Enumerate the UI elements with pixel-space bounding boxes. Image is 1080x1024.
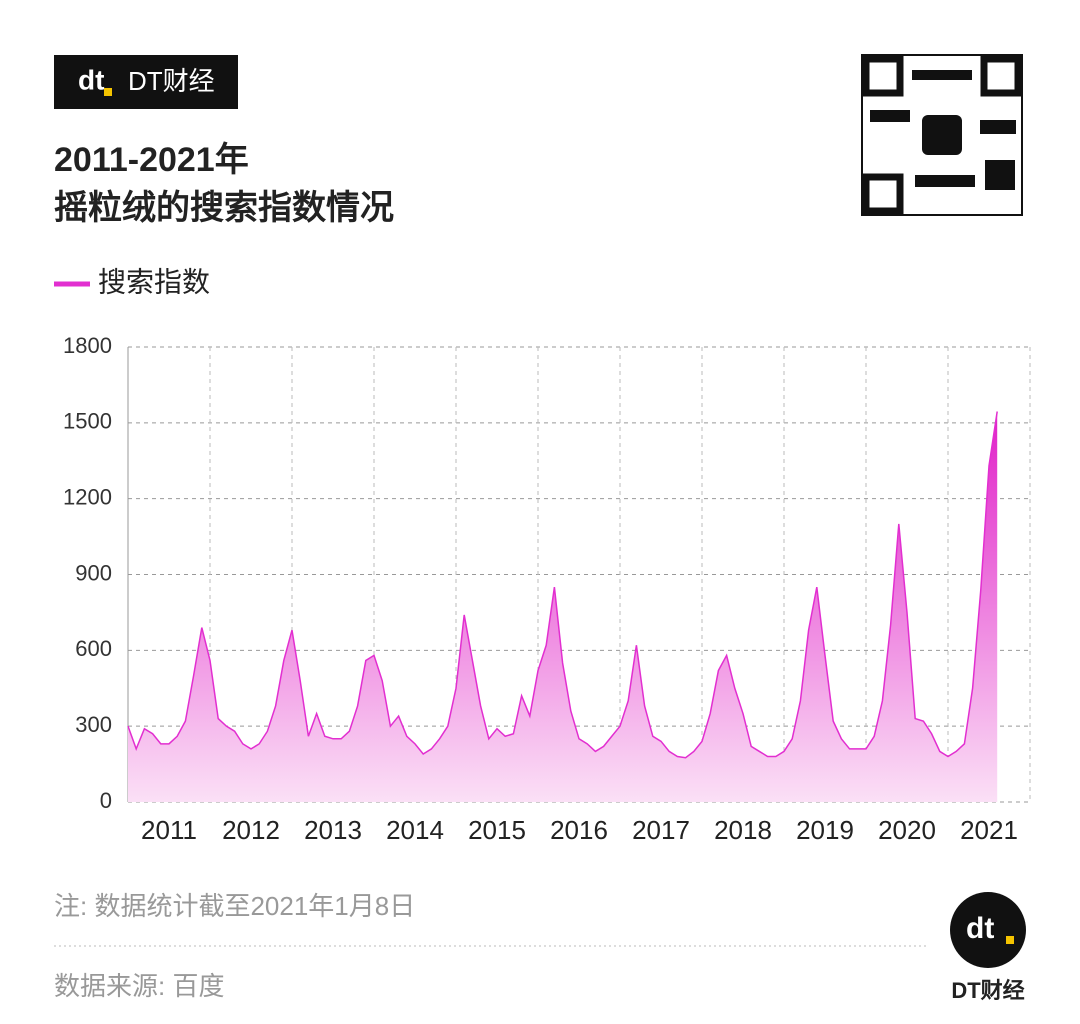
chart-title: 2011-2021年 <box>54 141 249 179</box>
footer-logo-dot <box>1006 936 1014 944</box>
brand-logo: dt <box>78 64 104 95</box>
x-tick-label: 2016 <box>550 815 608 845</box>
footer-logo-text: dt <box>966 912 994 945</box>
y-tick-label: 600 <box>75 636 112 661</box>
x-tick-label: 2013 <box>304 815 362 845</box>
x-tick-label: 2015 <box>468 815 526 845</box>
x-tick-label: 2019 <box>796 815 854 845</box>
footer-logo <box>950 892 1026 968</box>
y-tick-label: 0 <box>100 788 112 813</box>
brand-name: DT财经 <box>128 66 215 96</box>
qr-code <box>861 54 1023 216</box>
y-tick-label: 1200 <box>63 484 112 509</box>
brand-badge <box>54 55 238 109</box>
y-tick-label: 300 <box>75 712 112 737</box>
legend-label: 搜索指数 <box>98 266 210 297</box>
x-tick-label: 2011 <box>141 815 197 845</box>
footer-brand: DT财经 <box>951 978 1024 1003</box>
x-tick-label: 2014 <box>386 815 444 845</box>
area-line <box>127 411 998 759</box>
x-tick-label: 2012 <box>222 815 280 845</box>
brand-dot <box>104 88 112 96</box>
source: 数据来源: 百度 <box>54 971 224 1001</box>
y-tick-label: 1800 <box>63 333 112 358</box>
y-tick-label: 1500 <box>63 409 112 434</box>
area-fill <box>128 411 998 802</box>
note: 注: 数据统计截至2021年1月8日 <box>54 891 415 921</box>
chart-subtitle: 摇粒绒的搜索指数情况 <box>54 189 394 227</box>
x-tick-label: 2021 <box>960 815 1018 845</box>
x-tick-label: 2017 <box>632 815 690 845</box>
x-tick-label: 2018 <box>714 815 772 845</box>
x-tick-label: 2020 <box>878 815 936 845</box>
y-tick-label: 900 <box>75 560 112 585</box>
